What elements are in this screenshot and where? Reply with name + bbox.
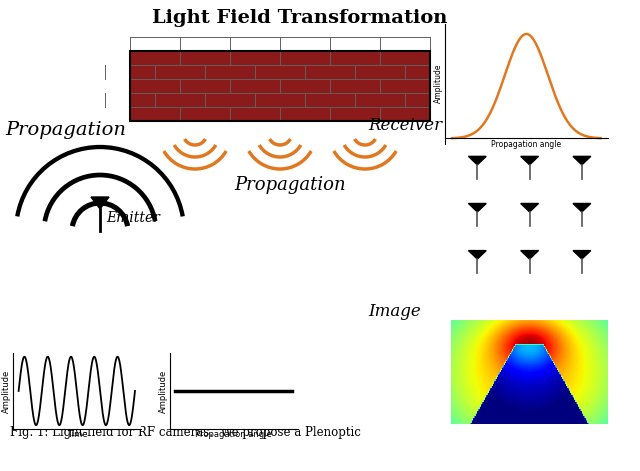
X-axis label: Propagation angle: Propagation angle (195, 430, 272, 439)
Text: Propagation: Propagation (5, 121, 126, 139)
Polygon shape (468, 203, 486, 212)
Polygon shape (573, 251, 591, 259)
Polygon shape (468, 251, 486, 259)
Bar (130, 51, 430, 121)
Polygon shape (573, 156, 591, 165)
Y-axis label: Amplitude: Amplitude (435, 64, 444, 103)
Bar (130, 51, 430, 121)
Polygon shape (521, 156, 538, 165)
Polygon shape (521, 203, 538, 212)
Text: Light Field Transformation: Light Field Transformation (152, 9, 448, 27)
Polygon shape (468, 156, 486, 165)
Text: Fig. 1: Light-field for RF cameras.  We propose a Plenoptic: Fig. 1: Light-field for RF cameras. We p… (10, 426, 361, 439)
Text: Receiver: Receiver (368, 117, 442, 135)
Polygon shape (91, 197, 109, 209)
Y-axis label: Amplitude: Amplitude (159, 369, 168, 413)
Text: Emitter: Emitter (106, 211, 160, 225)
Y-axis label: Amplitude: Amplitude (3, 369, 12, 413)
Polygon shape (521, 251, 538, 259)
Text: Image: Image (368, 302, 420, 319)
Text: Propagation: Propagation (234, 176, 346, 194)
X-axis label: Time: Time (67, 430, 87, 439)
Polygon shape (573, 203, 591, 212)
X-axis label: Propagation angle: Propagation angle (492, 140, 561, 149)
